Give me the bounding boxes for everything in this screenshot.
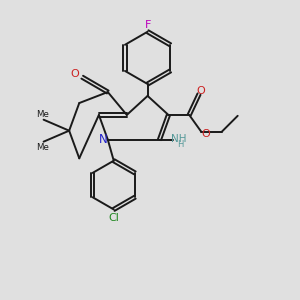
Text: F: F <box>144 20 151 30</box>
Text: Me: Me <box>37 110 50 119</box>
Text: Cl: Cl <box>108 213 119 223</box>
Text: O: O <box>202 129 210 139</box>
Text: O: O <box>71 69 80 79</box>
Text: H: H <box>177 140 183 149</box>
Text: O: O <box>197 86 206 96</box>
Text: NH: NH <box>171 134 186 144</box>
Text: Me: Me <box>37 142 50 152</box>
Text: N: N <box>99 133 108 146</box>
